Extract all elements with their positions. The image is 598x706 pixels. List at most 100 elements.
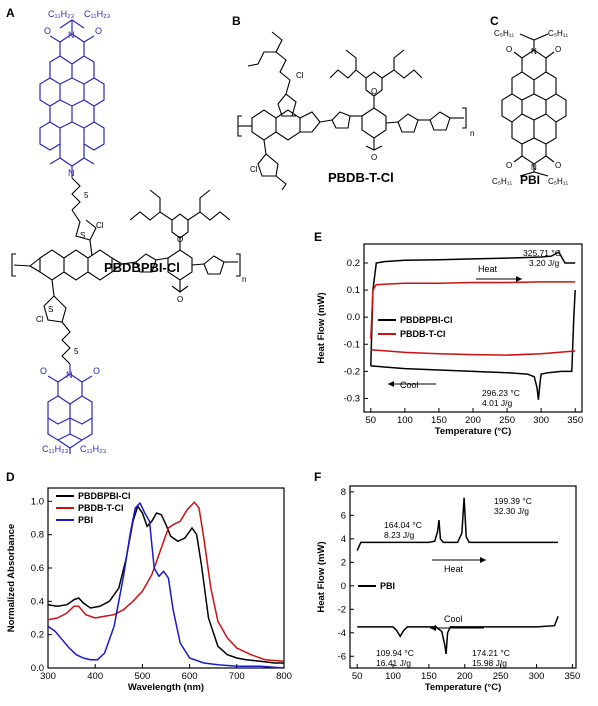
dsc-chart-pbi: 50 100 150 200 250 300 350 8 6 4 2 0 -2 -4 -6 Temperatu…: [316, 485, 580, 693]
y-tick-label: -0.1: [344, 339, 360, 350]
x-tick-label: 100: [397, 415, 413, 426]
panel-label-b: B: [232, 14, 241, 28]
y-tick-label: 0.0: [347, 312, 360, 323]
x-tick-label: 400: [87, 671, 103, 682]
x-tick-label: 250: [493, 671, 509, 682]
oxygen-label: O: [555, 161, 561, 170]
molecule-name-pbi: PBI: [520, 173, 540, 186]
x-tick-label: 600: [182, 671, 198, 682]
series-line-pbdb-t-cl: [47, 501, 285, 663]
repeat-n-label: n: [470, 129, 474, 138]
oxygen-label: O: [93, 366, 100, 376]
oxygen-label: O: [95, 26, 102, 36]
cool-arrow-head: [430, 625, 436, 631]
pbdb-t-cl-structure: Cl Cl O O n PBDB-T-Cl: [237, 31, 474, 190]
alkyl-label: C₅H₁₁: [548, 177, 568, 186]
plot-frame: [363, 243, 583, 413]
chlorine-label: Cl: [296, 71, 304, 80]
oxygen-label: O: [371, 87, 377, 96]
annotation-peak2: 199.39 °C: [494, 496, 532, 506]
y-tick-label: -0.3: [344, 393, 360, 404]
annotation-heat: Heat: [444, 564, 464, 574]
legend-entry: PBDBPBI-Cl: [78, 491, 131, 501]
alkyl-label: C₁₁H₂₃: [42, 444, 69, 454]
alkyl-label: C₁₁H₂₃: [80, 444, 107, 454]
alkyl-label: C₅H₁₁: [494, 29, 514, 38]
panel-label-a: A: [6, 6, 15, 20]
molecule-name-pbdb-t-cl: PBDB-T-Cl: [328, 170, 394, 185]
nitrogen-label: N: [68, 168, 75, 178]
nitrogen-label: N: [531, 47, 537, 56]
legend-entry: PBDB-T-Cl: [400, 329, 446, 339]
annotation-peak2-enthalpy: 32.30 J/g: [494, 506, 529, 516]
annotation-peak4: 174.21 °C: [472, 648, 510, 658]
oxygen-label: O: [177, 235, 183, 244]
x-tick-label: 200: [457, 671, 473, 682]
annotation-heat: Heat: [478, 264, 498, 274]
absorbance-chart: 300 400 500 600 700 800 0.0 0.2 0.4 0.6 0.8 1.0 Wave…: [6, 487, 292, 693]
y-tick-label: 2: [341, 557, 346, 568]
series-line-pbi: [357, 616, 559, 655]
x-tick-label: 800: [276, 671, 292, 682]
y-tick-label: 0.8: [31, 530, 44, 541]
y-tick-label: 0.2: [347, 258, 360, 269]
annotation-peak4-enthalpy: 15.98 J/g: [472, 658, 507, 668]
y-tick-label: 0.6: [31, 563, 44, 574]
plot-frame: [349, 485, 577, 669]
nitrogen-label: N: [68, 30, 75, 40]
sulfur-label: S: [80, 231, 85, 240]
repeat-n-label: n: [242, 275, 246, 284]
series-line-pbdbpbi-cl: [370, 251, 576, 366]
y-tick-label: 0.1: [347, 285, 360, 296]
heat-arrow-head: [516, 276, 522, 282]
x-tick-label: 50: [366, 415, 377, 426]
panel-label-d: D: [6, 470, 15, 484]
panel-label-f: F: [314, 470, 322, 484]
y-tick-label: 1.0: [31, 496, 44, 507]
y-tick-label: 0.0: [31, 663, 44, 674]
nitrogen-label: N: [66, 370, 73, 380]
y-tick-label: 0.2: [31, 630, 44, 641]
chlorine-label: Cl: [250, 165, 258, 174]
panel-label-e: E: [314, 230, 323, 244]
legend-entry: PBI: [380, 581, 395, 591]
series-line-pbdbpbi-cl: [370, 290, 576, 400]
y-tick-label: 4: [341, 534, 346, 545]
panel-label-c: C: [490, 14, 499, 28]
x-tick-label: 250: [499, 415, 515, 426]
series-line-pbi: [47, 501, 285, 669]
y-axis-label: Heat Flow (mW): [316, 292, 327, 363]
annotation-cool: Cool: [444, 614, 463, 624]
x-tick-label: 700: [229, 671, 245, 682]
series-line-pbdb-t-cl: [370, 348, 576, 356]
cool-arrow-head: [388, 381, 394, 387]
legend-entry: PBI: [78, 515, 93, 525]
spacer-label: 5: [74, 347, 79, 356]
x-tick-label: 150: [421, 671, 437, 682]
y-tick-label: 0.4: [31, 596, 44, 607]
alkyl-label: C₁₁H₂₃: [84, 9, 111, 19]
legend-entry: PBDBPBI-Cl: [400, 315, 453, 325]
dsc-chart-copolymers: 50 100 150 200 250 300 350 0.2 0.1 0.0 -0.1 -0.2 -0.…: [316, 243, 583, 437]
x-axis-label: Temperature (°C): [435, 426, 511, 437]
y-tick-label: 0: [341, 581, 346, 592]
oxygen-label: O: [371, 153, 377, 162]
y-tick-label: 6: [341, 510, 346, 521]
alkyl-label: C₁₁H₂₃: [48, 9, 75, 19]
oxygen-label: O: [40, 366, 47, 376]
x-tick-label: 300: [529, 671, 545, 682]
y-tick-label: 8: [341, 487, 346, 498]
x-tick-label: 200: [465, 415, 481, 426]
annotation-peak-heat-enthalpy: 3.20 J/g: [529, 258, 560, 268]
oxygen-label: O: [44, 26, 51, 36]
x-axis-label: Temperature (°C): [425, 682, 501, 693]
oxygen-label: O: [177, 295, 183, 304]
y-axis-label: Heat Flow (mW): [316, 541, 327, 612]
oxygen-label: O: [555, 45, 561, 54]
x-axis-label: Wavelength (nm): [128, 682, 204, 693]
x-tick-label: 350: [567, 415, 583, 426]
spacer-label: 5: [84, 191, 89, 200]
x-tick-label: 150: [431, 415, 447, 426]
annotation-peak3-enthalpy: 16.41 J/g: [376, 658, 411, 668]
annotation-peak-cool-enthalpy: 4.01 J/g: [482, 398, 513, 408]
